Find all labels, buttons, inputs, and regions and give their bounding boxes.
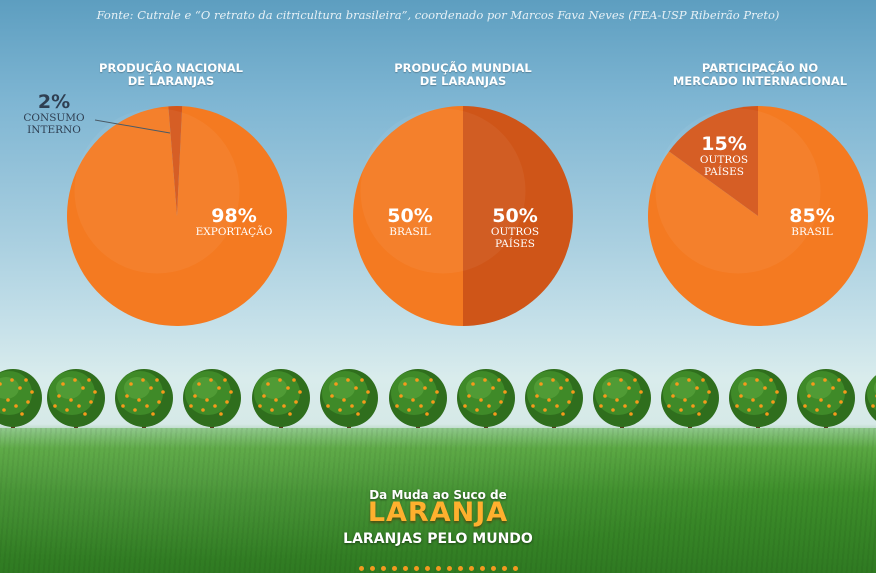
leader-line <box>94 119 171 134</box>
brand-line: Da Muda ao Suco de <box>369 488 507 502</box>
orange-tree-icon <box>729 369 787 428</box>
orange-tree-icon <box>320 369 378 428</box>
orange-tree-icon <box>457 369 515 428</box>
pie-slice <box>463 106 573 326</box>
brand-logo-text: LARANJA <box>367 497 509 528</box>
orange-tree-icon <box>593 369 651 428</box>
slice-percent: 15% <box>701 133 746 155</box>
chart-title-nacional: PRODUÇÃO NACIONAL DE LARANJAS <box>51 62 291 88</box>
slice-percent: 50% <box>387 205 432 227</box>
orange-tree-icon <box>525 369 583 428</box>
orange-tree-icon <box>389 369 447 428</box>
chart-title-line: PRODUÇÃO MUNDIAL <box>394 61 532 75</box>
pie-highlight <box>360 108 526 274</box>
orange-tree-icon <box>183 369 241 428</box>
orange-tree-icon <box>47 369 105 428</box>
chart-title-mundial: PRODUÇÃO MUNDIAL DE LARANJAS <box>343 62 583 88</box>
pie-highlight <box>74 108 240 274</box>
slice-label: OUTROS <box>491 226 539 238</box>
pie-slice <box>67 106 287 326</box>
slice-label: PAÍSES <box>495 236 535 250</box>
chart-title-line: MERCADO INTERNACIONAL <box>672 74 848 88</box>
pie-slice <box>353 106 463 326</box>
slice-label: INTERNO <box>27 124 81 136</box>
slice-percent: 50% <box>492 205 537 227</box>
decorative-dots <box>0 556 876 573</box>
grass-field <box>0 428 876 573</box>
chart-title-line: DE LARANJAS <box>419 74 507 88</box>
chart-title-line: PARTICIPAÇÃO NO <box>701 61 819 75</box>
orange-tree-icon <box>865 375 876 421</box>
orange-tree-icon <box>661 369 719 428</box>
slice-label: CONSUMO <box>23 112 85 124</box>
slice-label: EXPORTAÇÃO <box>196 224 273 238</box>
source-note: Fonte: Cutrale e “O retrato da citricult… <box>96 8 780 22</box>
slice-label: BRASIL <box>791 226 833 238</box>
pie-slice <box>669 106 758 216</box>
orange-tree-icon <box>252 369 310 428</box>
slice-label: OUTROS <box>700 154 748 166</box>
slice-label: BRASIL <box>389 226 431 238</box>
chart-title-mercado: PARTICIPAÇÃO NO MERCADO INTERNACIONAL <box>640 62 876 88</box>
orange-tree-icon <box>115 369 173 428</box>
slice-label: PAÍSES <box>704 164 744 178</box>
slice-percent: 85% <box>789 205 834 227</box>
orange-tree-icon <box>797 369 855 428</box>
orange-tree-icon <box>0 369 42 428</box>
slice-percent: 98% <box>211 205 256 227</box>
pie-slice <box>168 106 183 216</box>
section-subtitle: LARANJAS PELO MUNDO <box>343 531 533 547</box>
chart-title-line: PRODUÇÃO NACIONAL <box>99 61 243 75</box>
pie-highlight <box>655 108 821 274</box>
chart-title-line: DE LARANJAS <box>127 74 215 88</box>
slice-percent: 2% <box>38 91 70 113</box>
